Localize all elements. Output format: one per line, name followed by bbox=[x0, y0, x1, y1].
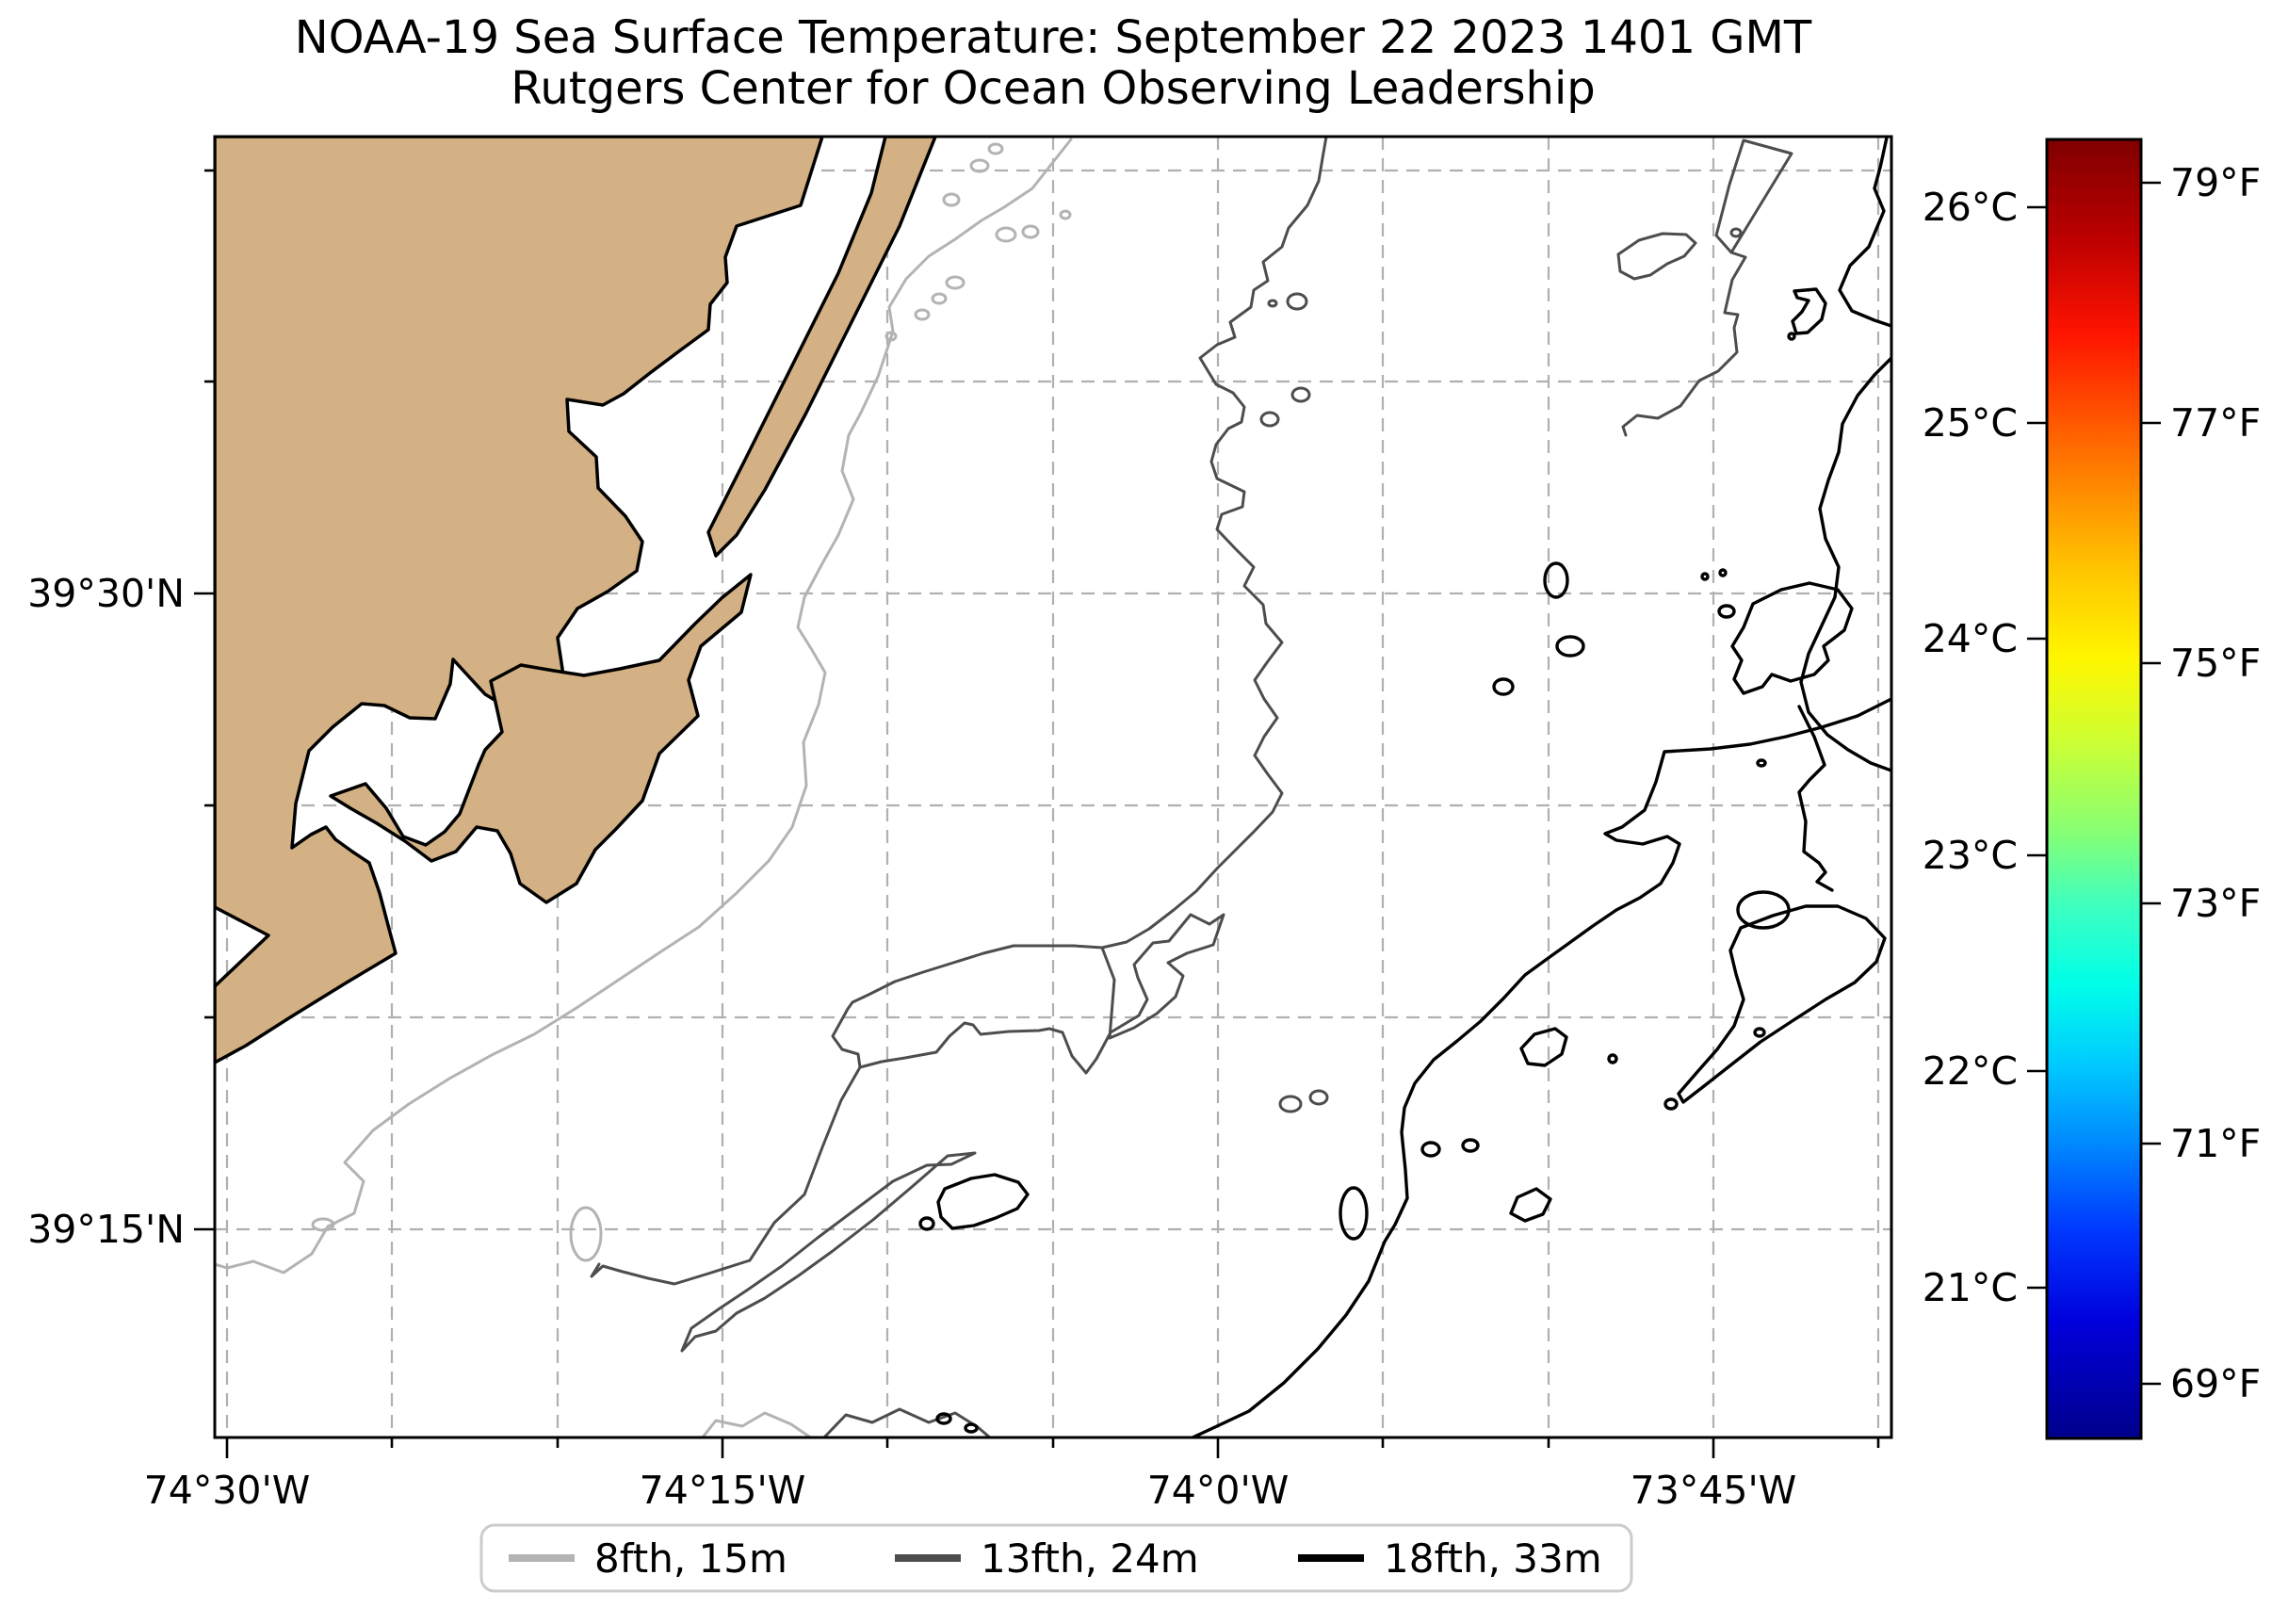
svg-text:73°F: 73°F bbox=[2170, 881, 2261, 926]
svg-text:75°F: 75°F bbox=[2170, 641, 2261, 686]
y-tick-label-39-30n: 39°30'N bbox=[27, 571, 185, 616]
figure-title-line2: Rutgers Center for Ocean Observing Leade… bbox=[511, 62, 1596, 115]
barrier-island bbox=[706, 137, 937, 558]
coastal-landmass bbox=[329, 573, 753, 904]
axis-ticks bbox=[194, 169, 1880, 1458]
contour-18fth bbox=[918, 137, 1891, 1437]
contour-13fth bbox=[590, 137, 1793, 1437]
land-polygons bbox=[215, 137, 937, 1064]
contour-8fth bbox=[215, 138, 1073, 1437]
legend-label-8fth: 8fth, 15m bbox=[594, 1535, 787, 1582]
svg-text:71°F: 71°F bbox=[2170, 1121, 2261, 1166]
legend-box bbox=[479, 1523, 1633, 1593]
legend-entry-8fth: 8fth, 15m bbox=[509, 1535, 787, 1582]
x-tick-label-73-45w: 73°45'W bbox=[1631, 1468, 1797, 1513]
x-tick-label-74-0w: 74°0'W bbox=[1147, 1468, 1290, 1513]
colorbar-ticks bbox=[2027, 181, 2161, 1386]
svg-text:24°C: 24°C bbox=[1923, 616, 2018, 661]
svg-text:22°C: 22°C bbox=[1923, 1048, 2018, 1094]
svg-text:25°C: 25°C bbox=[1923, 400, 2018, 446]
colorbar-celsius-labels: 26°C 25°C 24°C 23°C 22°C 21°C bbox=[1923, 185, 2018, 1310]
legend-label-18fth: 18fth, 33m bbox=[1384, 1535, 1602, 1582]
y-tick-label-39-15n: 39°15'N bbox=[27, 1207, 185, 1252]
svg-text:69°F: 69°F bbox=[2170, 1361, 2261, 1406]
svg-text:79°F: 79°F bbox=[2170, 160, 2261, 205]
svg-text:77°F: 77°F bbox=[2170, 400, 2261, 446]
legend-entry-13fth: 13fth, 24m bbox=[895, 1535, 1199, 1582]
figure-title-line1: NOAA-19 Sea Surface Temperature: Septemb… bbox=[295, 11, 1812, 64]
x-tick-label-74-15w: 74°15'W bbox=[640, 1468, 806, 1513]
colorbar bbox=[2045, 138, 2143, 1440]
legend-label-13fth: 13fth, 24m bbox=[981, 1535, 1199, 1582]
x-tick-label-74-30w: 74°30'W bbox=[144, 1468, 311, 1513]
svg-text:21°C: 21°C bbox=[1923, 1265, 2018, 1310]
svg-text:23°C: 23°C bbox=[1923, 833, 2018, 878]
svg-text:26°C: 26°C bbox=[1923, 185, 2018, 230]
colorbar-fahrenheit-labels: 79°F 77°F 75°F 73°F 71°F 69°F bbox=[2170, 160, 2261, 1406]
mainland-new-jersey bbox=[215, 137, 824, 1064]
legend-entry-18fth: 18fth, 33m bbox=[1298, 1535, 1602, 1582]
